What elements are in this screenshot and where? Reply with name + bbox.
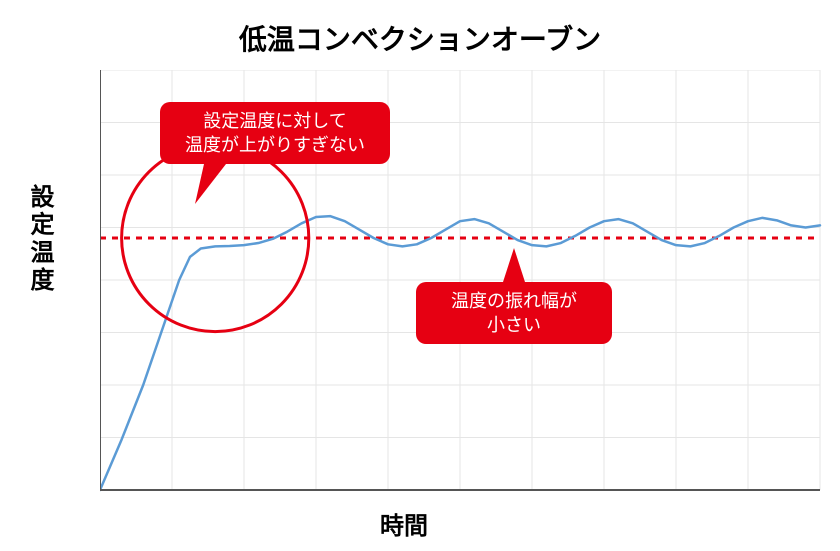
y-axis-label: 設定温度: [22, 184, 57, 294]
chart-title: 低温コンベクションオーブン: [0, 18, 840, 58]
callout-small-amplitude: 温度の振れ幅が小さい: [416, 282, 612, 344]
callout-line: 温度が上がりすぎない: [185, 133, 365, 157]
x-axis-label: 時間: [380, 506, 428, 541]
callout-line: 設定温度に対して: [203, 109, 346, 133]
callout-line: 小さい: [487, 313, 541, 337]
callout-line: 温度の振れ幅が: [451, 289, 577, 313]
callout-no-overshoot: 設定温度に対して温度が上がりすぎない: [160, 102, 390, 164]
